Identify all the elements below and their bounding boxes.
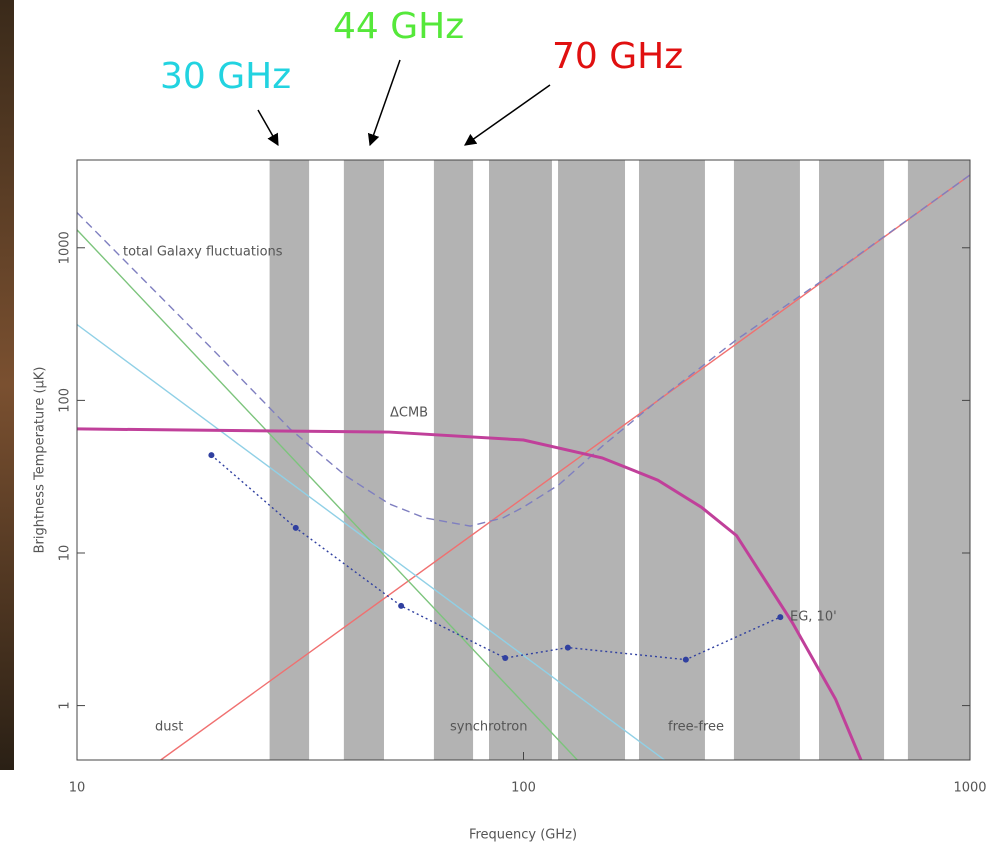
- arrow: [257, 109, 279, 147]
- data-point: [682, 656, 689, 663]
- frequency-band: [269, 160, 310, 760]
- series-line: [77, 229, 578, 760]
- band-label: 30 GHz: [160, 56, 291, 97]
- series-label: ΔCMB: [390, 406, 428, 421]
- series-label: synchrotron: [450, 720, 527, 735]
- frequency-band: [343, 160, 384, 760]
- background-photo-strip: [0, 0, 14, 770]
- band-label: 44 GHz: [333, 6, 464, 47]
- frequency-band: [818, 160, 885, 760]
- frequency-band: [488, 160, 552, 760]
- frequency-band: [433, 160, 474, 760]
- series-line: [77, 427, 863, 760]
- arrow: [367, 59, 401, 147]
- frequency-band: [638, 160, 705, 760]
- plot-area: [77, 160, 970, 760]
- data-point: [502, 655, 509, 662]
- series-label: EG, 10': [790, 610, 837, 625]
- x-tick-label: 10: [69, 781, 86, 796]
- annotations: 30 GHz 44 GHz 70 GHz: [160, 6, 683, 97]
- y-tick-label: 1000: [58, 231, 73, 264]
- series-label: free-free: [668, 720, 724, 735]
- frequency-band: [907, 160, 970, 760]
- band-label: 70 GHz: [552, 36, 683, 77]
- y-axis-label: Brightness Temperature (μK): [33, 367, 48, 554]
- data-point: [398, 602, 405, 609]
- series-line: [77, 323, 665, 760]
- x-tick-label: 1000: [953, 781, 986, 796]
- x-tick-label: 100: [511, 781, 536, 796]
- data-point: [777, 614, 784, 621]
- data-point: [292, 524, 299, 531]
- series-label: dust: [155, 720, 183, 735]
- series-line: [77, 174, 970, 527]
- y-tick-label: 100: [58, 388, 73, 413]
- frequency-band: [558, 160, 626, 760]
- arrow: [464, 84, 551, 146]
- data-point: [564, 644, 571, 651]
- frequency-band: [733, 160, 800, 760]
- y-tick-label: 1: [58, 701, 73, 709]
- data-point: [208, 452, 215, 459]
- series-line: [160, 174, 970, 760]
- y-tick-label: 10: [58, 545, 73, 562]
- x-axis-label: Frequency (GHz): [469, 828, 577, 843]
- series-label: total Galaxy fluctuations: [123, 245, 283, 260]
